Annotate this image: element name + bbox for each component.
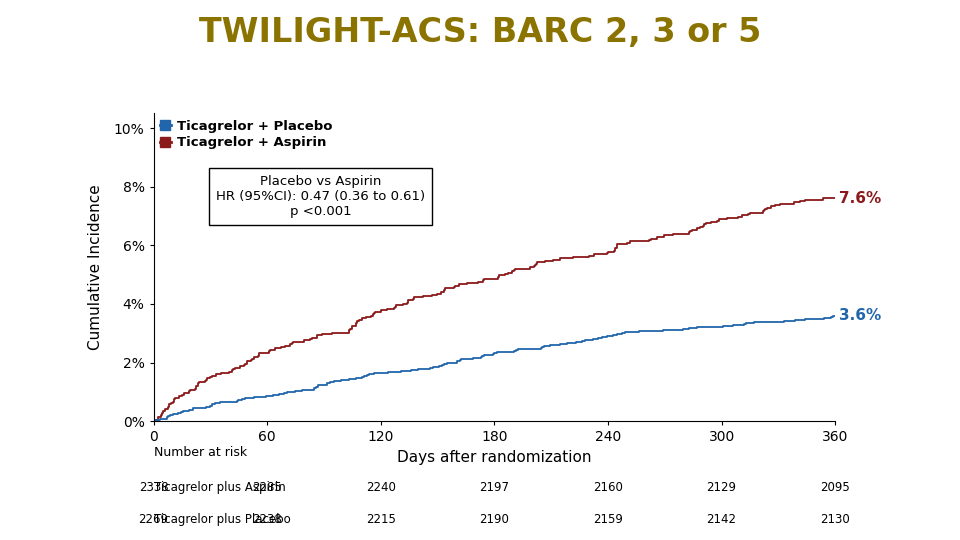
Text: 2215: 2215	[366, 513, 396, 526]
Text: Placebo vs Aspirin
HR (95%CI): 0.47 (0.36 to 0.61)
p <0.001: Placebo vs Aspirin HR (95%CI): 0.47 (0.3…	[216, 175, 425, 218]
Text: 2285: 2285	[252, 481, 282, 494]
Text: Ticagrelor plus Placebo: Ticagrelor plus Placebo	[154, 513, 290, 526]
Y-axis label: Cumulative Incidence: Cumulative Incidence	[87, 185, 103, 350]
Text: 2190: 2190	[479, 513, 510, 526]
Text: 3.6%: 3.6%	[839, 308, 881, 323]
Text: 2197: 2197	[479, 481, 510, 494]
Legend: Ticagrelor + Placebo, Ticagrelor + Aspirin: Ticagrelor + Placebo, Ticagrelor + Aspir…	[160, 120, 333, 149]
Text: 2129: 2129	[707, 481, 736, 494]
Text: 2269: 2269	[138, 513, 169, 526]
X-axis label: Days after randomization: Days after randomization	[397, 450, 591, 465]
Text: 2142: 2142	[707, 513, 736, 526]
Text: 2338: 2338	[139, 481, 168, 494]
Text: 7.6%: 7.6%	[839, 191, 881, 206]
Text: 2159: 2159	[593, 513, 623, 526]
Text: 2160: 2160	[593, 481, 623, 494]
Text: 2130: 2130	[821, 513, 850, 526]
Text: Number at risk: Number at risk	[154, 446, 247, 458]
Text: Ticagrelor plus Aspirin: Ticagrelor plus Aspirin	[154, 481, 285, 494]
Text: TWILIGHT-ACS: BARC 2, 3 or 5: TWILIGHT-ACS: BARC 2, 3 or 5	[199, 16, 761, 49]
Text: 2095: 2095	[821, 481, 850, 494]
Text: 2240: 2240	[366, 481, 396, 494]
Text: 2238: 2238	[252, 513, 282, 526]
